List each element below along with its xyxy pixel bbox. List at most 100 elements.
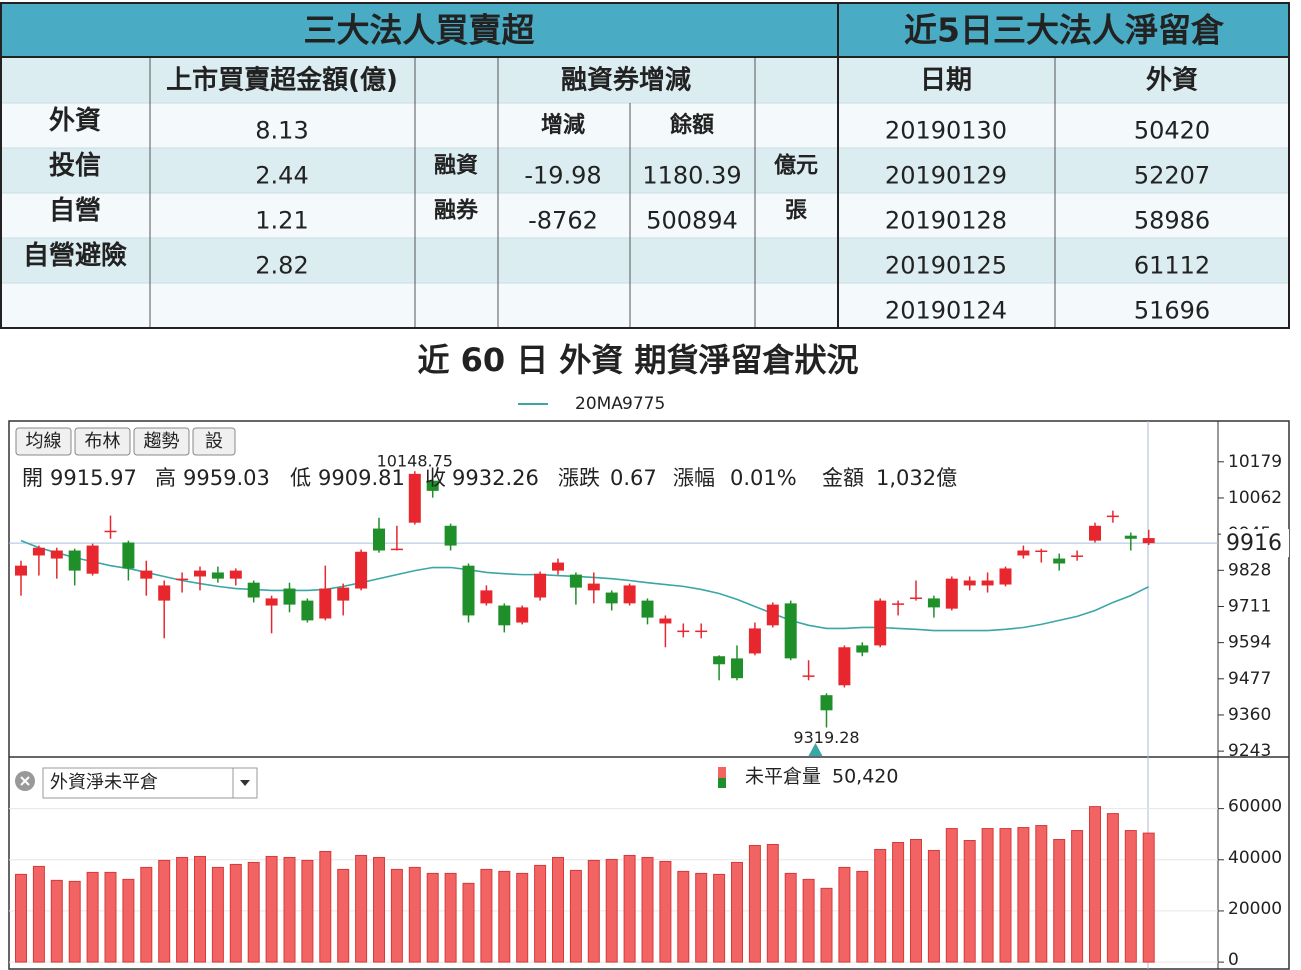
candle-body	[194, 570, 206, 577]
info-value: 1,032億	[876, 466, 957, 490]
candle-body	[480, 590, 493, 604]
column-header: 日期	[920, 66, 972, 96]
candle-body	[247, 582, 260, 598]
candle-body	[86, 545, 99, 574]
cell-value: -8762	[528, 207, 598, 235]
selector-label: 外資淨未平倉	[50, 772, 158, 793]
tool-button[interactable]	[74, 427, 131, 456]
bar	[265, 855, 278, 963]
candle-body	[856, 645, 869, 653]
y-tick-label: 10179	[1228, 452, 1282, 472]
candle-body	[963, 580, 976, 586]
candle-body	[713, 656, 726, 665]
bar	[802, 878, 815, 963]
bar	[122, 878, 135, 963]
bar	[820, 887, 833, 963]
bar	[426, 872, 439, 963]
tool-button[interactable]	[192, 427, 236, 456]
candle-body	[677, 630, 690, 633]
cell-value: 20190124	[885, 297, 1007, 325]
legend-value: 9775	[622, 394, 665, 414]
bar	[713, 873, 726, 963]
cell-value: -19.98	[524, 162, 601, 190]
cell-value: 20190130	[885, 117, 1007, 145]
row-label: 外資	[49, 106, 101, 136]
candle-body	[319, 588, 332, 619]
candle-body	[748, 628, 761, 654]
bar	[963, 840, 976, 963]
cell-value: 51696	[1134, 297, 1210, 325]
info-value: 9959.03	[183, 466, 270, 490]
candle-body	[981, 580, 994, 586]
selector[interactable]	[42, 767, 258, 799]
bar	[32, 865, 45, 963]
column-header: 增減	[541, 112, 585, 138]
cell-value: 2.44	[255, 162, 308, 190]
bar	[1071, 830, 1084, 963]
candle-body	[659, 618, 672, 624]
y-tick-label: 9828	[1228, 560, 1271, 580]
bar	[1124, 830, 1137, 963]
candle-body	[605, 592, 618, 604]
bar	[462, 882, 475, 963]
tool-button-label: 均線	[26, 431, 62, 452]
table-row-bg	[1, 283, 1289, 328]
bar	[301, 859, 314, 963]
cell-value: 500894	[646, 207, 738, 235]
bar	[856, 870, 869, 963]
candle-body	[695, 630, 708, 633]
tool-button[interactable]	[133, 427, 190, 456]
bar	[999, 828, 1012, 963]
y-tick-label: 9711	[1228, 596, 1271, 616]
row-label: 融資	[434, 153, 478, 179]
candle-body	[731, 658, 743, 679]
candle-body	[498, 605, 511, 626]
candle-body	[945, 578, 958, 609]
candle-body	[50, 550, 63, 559]
candle-body	[176, 578, 189, 581]
bar	[1035, 825, 1048, 963]
tool-button[interactable]	[15, 427, 72, 456]
close-x	[20, 776, 30, 786]
candle-body	[158, 585, 171, 601]
table-title: 三大法人買賣超	[304, 11, 536, 50]
bar	[731, 861, 743, 963]
bar	[194, 855, 206, 963]
candle-body	[516, 607, 529, 623]
candle-body	[784, 603, 797, 659]
candle-body	[355, 551, 368, 589]
bar	[748, 844, 761, 963]
bar	[927, 849, 940, 963]
y-tick-label: 9477	[1228, 669, 1271, 689]
column-header: 融資券增減	[561, 65, 691, 96]
candle-body	[211, 572, 224, 579]
max-label: 10148.75	[377, 452, 453, 471]
bar	[104, 871, 117, 963]
info-value: 9915.97	[50, 466, 137, 490]
bar	[552, 856, 564, 963]
bar	[766, 843, 779, 963]
candle-body	[337, 587, 350, 601]
candle-body	[462, 565, 475, 616]
candle-body	[1124, 535, 1137, 539]
unit-label: 張	[785, 199, 808, 224]
info-value: 0.67	[610, 466, 657, 490]
info-value: 0.01%	[730, 466, 797, 490]
bar	[838, 866, 851, 963]
candle-body	[1035, 550, 1048, 553]
legend-value: 50,420	[832, 766, 898, 788]
candle-body	[265, 598, 278, 606]
row-label: 自營	[49, 195, 101, 226]
y-tick-label: 9594	[1228, 633, 1271, 653]
candle-body	[1106, 515, 1119, 518]
candle-body	[444, 525, 457, 546]
candle-body	[534, 573, 547, 598]
candle-body	[552, 562, 564, 571]
candle-body	[122, 542, 135, 569]
table-border	[0, 2, 1290, 329]
row-label: 自營避險	[23, 240, 127, 271]
candle-body	[892, 603, 905, 605]
y-tick-label: 0	[1228, 950, 1239, 970]
bar	[158, 859, 171, 963]
